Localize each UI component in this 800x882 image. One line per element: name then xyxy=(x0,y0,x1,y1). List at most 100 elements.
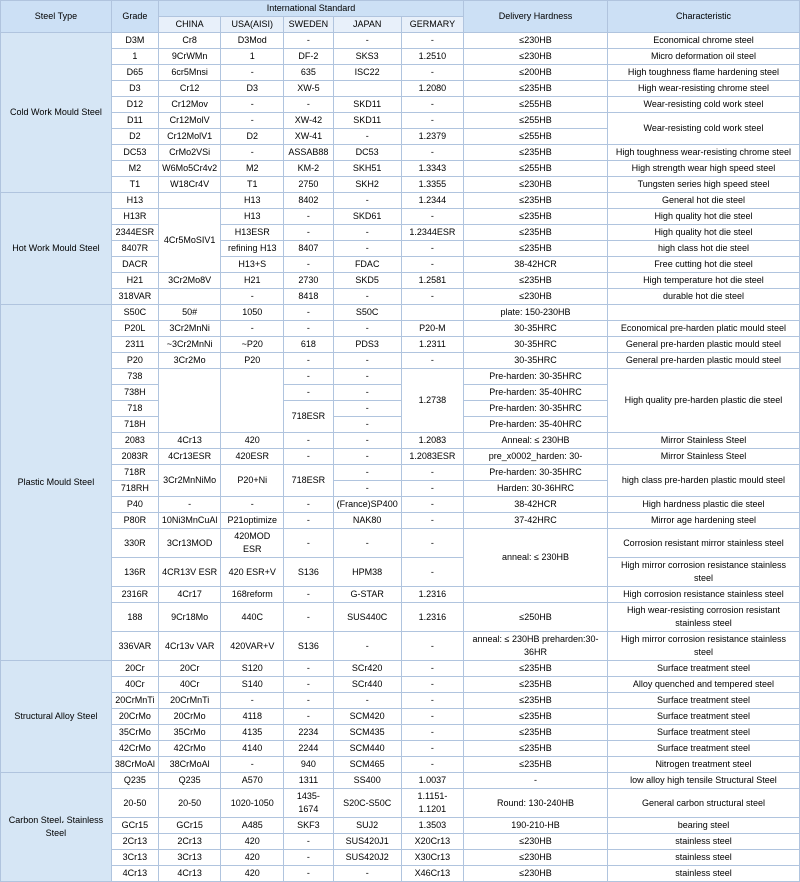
grade: 318VAR xyxy=(111,289,158,305)
grade: 20-50 xyxy=(111,789,158,818)
germany: - xyxy=(401,693,463,709)
characteristic: High quality pre-harden plastic die stee… xyxy=(607,369,799,433)
japan: ISC22 xyxy=(333,65,401,81)
japan: NAK80 xyxy=(333,513,401,529)
hardness: Harden: 30-36HRC xyxy=(464,481,608,497)
sweden: 8407 xyxy=(284,241,334,257)
germany: 1.2311 xyxy=(401,337,463,353)
usa: - xyxy=(221,113,284,129)
germany: - xyxy=(401,145,463,161)
grade: 35CrMo xyxy=(111,725,158,741)
sweden: 2234 xyxy=(284,725,334,741)
germany: - xyxy=(401,757,463,773)
japan: - xyxy=(333,289,401,305)
germany: 1.2344 xyxy=(401,193,463,209)
grade: 718R xyxy=(111,465,158,481)
usa: 420ESR xyxy=(221,449,284,465)
characteristic: General pre-harden plastic mould steel xyxy=(607,337,799,353)
hardness: ≤235HB xyxy=(464,193,608,209)
japan: - xyxy=(333,449,401,465)
japan: SKD5 xyxy=(333,273,401,289)
h-usa: USA(AISI) xyxy=(221,17,284,33)
usa: S140 xyxy=(221,677,284,693)
germany: 1.1151-1.1201 xyxy=(401,789,463,818)
usa: A570 xyxy=(221,773,284,789)
china: 50# xyxy=(158,305,221,321)
hardness: Round: 130-240HB xyxy=(464,789,608,818)
grade: 2311 xyxy=(111,337,158,353)
hardness: - xyxy=(464,773,608,789)
japan: DC53 xyxy=(333,145,401,161)
japan: - xyxy=(333,353,401,369)
grade: P40 xyxy=(111,497,158,513)
sweden: - xyxy=(284,385,334,401)
china: 35CrMo xyxy=(158,725,221,741)
china: Q235 xyxy=(158,773,221,789)
china: Cr8 xyxy=(158,33,221,49)
japan: - xyxy=(333,241,401,257)
characteristic: stainless steel xyxy=(607,834,799,850)
germany: P20-M xyxy=(401,321,463,337)
grade: M2 xyxy=(111,161,158,177)
germany: - xyxy=(401,97,463,113)
germany: - xyxy=(401,481,463,497)
grade: 2083 xyxy=(111,433,158,449)
sweden: S136 xyxy=(284,632,334,661)
grade: 4Cr13 xyxy=(111,866,158,882)
characteristic: Surface treatment steel xyxy=(607,725,799,741)
characteristic: High hardness plastic die steel xyxy=(607,497,799,513)
germany: - xyxy=(401,632,463,661)
japan: - xyxy=(333,693,401,709)
sweden: - xyxy=(284,834,334,850)
h-type: Steel Type xyxy=(1,1,112,33)
usa: M2 xyxy=(221,161,284,177)
usa: 4118 xyxy=(221,709,284,725)
characteristic: Mirror Stainless Steel xyxy=(607,449,799,465)
japan: SCM465 xyxy=(333,757,401,773)
japan: SKH51 xyxy=(333,161,401,177)
sweden: - xyxy=(284,513,334,529)
grade: P20 xyxy=(111,353,158,369)
china: W6Mo5Cr4v2 xyxy=(158,161,221,177)
usa: 420 xyxy=(221,433,284,449)
characteristic: Surface treatment steel xyxy=(607,661,799,677)
germany: 1.3503 xyxy=(401,818,463,834)
china: 42CrMo xyxy=(158,741,221,757)
japan: - xyxy=(333,632,401,661)
germany: X20Cr13 xyxy=(401,834,463,850)
sweden: - xyxy=(284,587,334,603)
characteristic: Mirror Stainless Steel xyxy=(607,433,799,449)
hardness: Anneal: ≤ 230HB xyxy=(464,433,608,449)
steel-type: Plastic Mould Steel xyxy=(1,305,112,661)
japan: SKS3 xyxy=(333,49,401,65)
characteristic: High corrosion resistance stainless stee… xyxy=(607,587,799,603)
japan: S50C xyxy=(333,305,401,321)
characteristic: Wear-resisting cold work steel xyxy=(607,97,799,113)
sweden: 1435-1674 xyxy=(284,789,334,818)
characteristic: Economical chrome steel xyxy=(607,33,799,49)
sweden: 1311 xyxy=(284,773,334,789)
japan: HPM38 xyxy=(333,558,401,587)
china xyxy=(158,193,221,209)
sweden: XW-41 xyxy=(284,129,334,145)
germany: - xyxy=(401,33,463,49)
hardness: ≤235HB xyxy=(464,693,608,709)
hardness: Pre-harden: 30-35HRC xyxy=(464,369,608,385)
grade: 38CrMoAl xyxy=(111,757,158,773)
japan: - xyxy=(333,417,401,433)
steel-type: Carbon Steel، Stainless Steel xyxy=(1,773,112,882)
characteristic: High wear-resisting corrosion resistant … xyxy=(607,603,799,632)
characteristic: Free cutting hot die steel xyxy=(607,257,799,273)
china: 9Cr18Mo xyxy=(158,603,221,632)
china: ~3Cr2MnNi xyxy=(158,337,221,353)
china: Cr12 xyxy=(158,81,221,97)
hardness: 30-35HRC xyxy=(464,321,608,337)
hardness: ≤235HB xyxy=(464,725,608,741)
hardness: anneal: ≤ 230HB preharden:30-36HR xyxy=(464,632,608,661)
japan: SS400 xyxy=(333,773,401,789)
usa: P21optimize xyxy=(221,513,284,529)
characteristic: high class pre-harden plastic mould stee… xyxy=(607,465,799,497)
japan: SUJ2 xyxy=(333,818,401,834)
h-japan: JAPAN xyxy=(333,17,401,33)
hardness: ≤235HB xyxy=(464,241,608,257)
